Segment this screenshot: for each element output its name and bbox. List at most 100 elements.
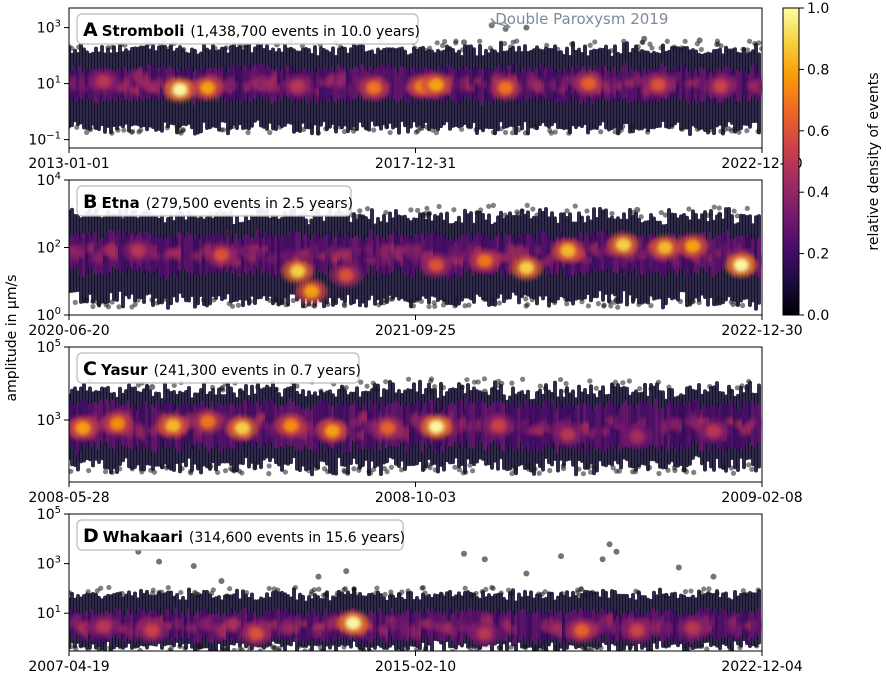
outlier-point [343,568,350,575]
edge-point [214,469,221,476]
edge-point [694,126,701,132]
y-tick-label: 101 [37,75,61,93]
hotspot-core [213,247,230,262]
outlier-point [156,558,163,565]
edge-point [476,645,482,651]
edge-point [159,589,165,595]
edge-point [226,301,232,307]
hotspot-core [74,421,91,436]
edge-point [580,645,586,651]
outlier-point [558,553,565,560]
edge-point [239,470,245,476]
edge-point [453,296,459,302]
edge-point [432,383,438,390]
edge-point [341,301,347,307]
edge-point [722,127,728,133]
edge-point [566,130,572,136]
edge-point [468,592,475,599]
edge-point [213,648,219,651]
hotspot-core [234,421,251,436]
edge-point [468,647,474,651]
edge-point [428,376,435,382]
edge-point [276,645,282,651]
edge-point [109,44,115,50]
edge-point [572,203,578,209]
outlier-point [481,556,488,563]
edge-point [352,591,358,597]
edge-point [129,304,135,310]
edge-point [628,124,634,130]
panels: 10−1 101 103 2013-01-01 2017-12-31 2022-12-30… [28,7,803,675]
edge-point [341,587,347,593]
edge-point [315,130,322,136]
edge-point [706,586,712,592]
edge-point [410,303,417,309]
edge-point [445,47,451,53]
volcano-name: Whakaari [103,528,183,546]
colorbar-gradient [782,7,800,316]
edge-point [423,645,429,651]
edge-point [586,464,593,470]
edge-point [718,43,724,49]
edge-point [698,590,704,596]
event-stats: (1,438,700 events in 10.0 years) [190,24,420,40]
density-scatter [69,541,762,651]
edge-point [281,297,287,303]
edge-point [665,467,671,473]
hotspot-core [573,623,590,638]
edge-point [314,463,321,470]
edge-point [180,128,186,134]
edge-point [402,647,409,651]
edge-point [502,40,508,47]
y-tick-label: 101 [37,604,61,622]
edge-point [679,126,685,132]
edge-point [102,469,109,475]
edge-point [90,298,96,304]
edge-point [418,298,425,305]
edge-point [496,300,502,306]
edge-point [174,124,180,131]
hotspot-core [324,423,341,438]
edge-point [440,302,447,308]
edge-point [318,388,324,394]
edge-point [483,586,489,592]
edge-point [536,470,542,476]
edge-point [86,467,92,474]
edge-point [726,126,732,132]
x-tick-label: 2022-12-30 [721,323,802,339]
edge-point [637,386,643,392]
edge-point [383,209,389,216]
edge-point [117,644,123,650]
edge-point [136,129,142,135]
edge-point [197,643,204,649]
edge-point [509,380,515,386]
edge-point [740,588,746,594]
edge-point [164,125,170,131]
edge-point [759,46,762,52]
edge-point [592,464,598,470]
edge-point [728,299,734,305]
edge-point [436,203,442,210]
edge-point [76,44,82,50]
edge-point [73,645,79,651]
outlier-point [447,228,454,235]
edge-point [119,590,125,597]
edge-point [621,38,627,44]
edge-point [544,42,550,48]
colorbar-label: relative density of events [866,72,882,250]
edge-point [678,45,685,51]
y-tick-label: 102 [37,239,61,257]
edge-point [490,129,496,135]
edge-point [374,585,380,591]
x-tick-label: 2015-02-10 [375,659,456,675]
edge-point [309,588,315,595]
y-tick-label: 103 [37,555,61,573]
edge-point [277,124,283,130]
outlier-point [149,384,156,391]
edge-point [371,127,377,133]
edge-point [384,469,390,475]
edge-point [656,470,662,477]
event-stats: (279,500 events in 2.5 years) [146,196,353,212]
edge-point [440,384,447,390]
edge-point [701,586,707,592]
